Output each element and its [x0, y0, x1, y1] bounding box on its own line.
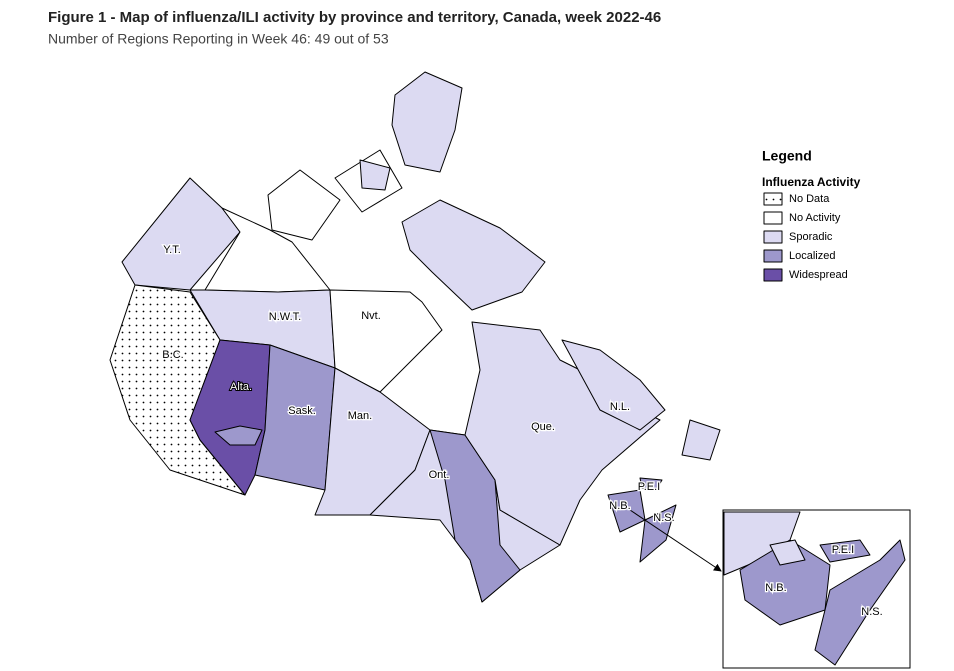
ellesmere — [391, 71, 463, 173]
title: Figure 1 - Map of influenza/ILI activity… — [48, 9, 661, 26]
region-label: P.E.I — [638, 481, 660, 493]
inset-nb-region — [769, 539, 806, 566]
legend-label: Localized — [789, 250, 835, 262]
legend-label: No Data — [789, 193, 830, 205]
inset-label: N.S. — [861, 606, 882, 618]
subtitle: Number of Regions Reporting in Week 46: … — [48, 31, 389, 47]
inset-label: P.E.I — [832, 544, 854, 556]
nova-scotia — [639, 504, 677, 563]
pei — [639, 477, 663, 491]
region-label: N.W.T. — [269, 311, 301, 323]
legend-label: Sporadic — [789, 231, 833, 243]
region-label: B.C. — [162, 349, 183, 361]
quebec — [464, 321, 661, 546]
region-label: Alta. — [230, 381, 252, 393]
legend: Legend Influenza Activity No Data No Act… — [762, 148, 861, 282]
legend-label: Widespread — [789, 269, 848, 281]
labrador — [561, 339, 666, 431]
baffin — [401, 199, 546, 311]
region-label: Nvt. — [361, 310, 381, 322]
region-label: Ont. — [429, 469, 450, 481]
legend-swatch — [763, 192, 783, 206]
legend-subtitle: Influenza Activity — [762, 175, 861, 189]
region-label: Que. — [531, 421, 555, 433]
inset — [722, 509, 911, 669]
island — [359, 159, 391, 191]
island — [267, 169, 341, 241]
alberta-region — [214, 425, 263, 446]
inset-label: N.B. — [765, 582, 786, 594]
legend-swatch — [763, 268, 783, 282]
region-label: Y.T. — [163, 244, 181, 256]
region-label: N.B. — [609, 500, 630, 512]
legend-title: Legend — [762, 148, 812, 164]
region-label: Sask. — [288, 405, 316, 417]
inset-pei — [819, 539, 871, 563]
inset-ns — [814, 539, 906, 666]
newfoundland — [681, 419, 721, 461]
legend-label: No Activity — [789, 212, 841, 224]
legend-swatch — [763, 211, 783, 225]
saskatchewan — [254, 344, 336, 491]
legend-swatch — [763, 230, 783, 244]
inset-arrow — [629, 509, 722, 572]
region-label: N.S. — [653, 512, 674, 524]
map — [109, 71, 722, 603]
legend-swatch — [763, 249, 783, 263]
region-label: Man. — [348, 410, 372, 422]
map-labels: Y.T. N.W.T. Nvt. B.C. Alta. Sask. Man. O… — [161, 243, 884, 620]
region-label: N.L. — [610, 401, 630, 413]
